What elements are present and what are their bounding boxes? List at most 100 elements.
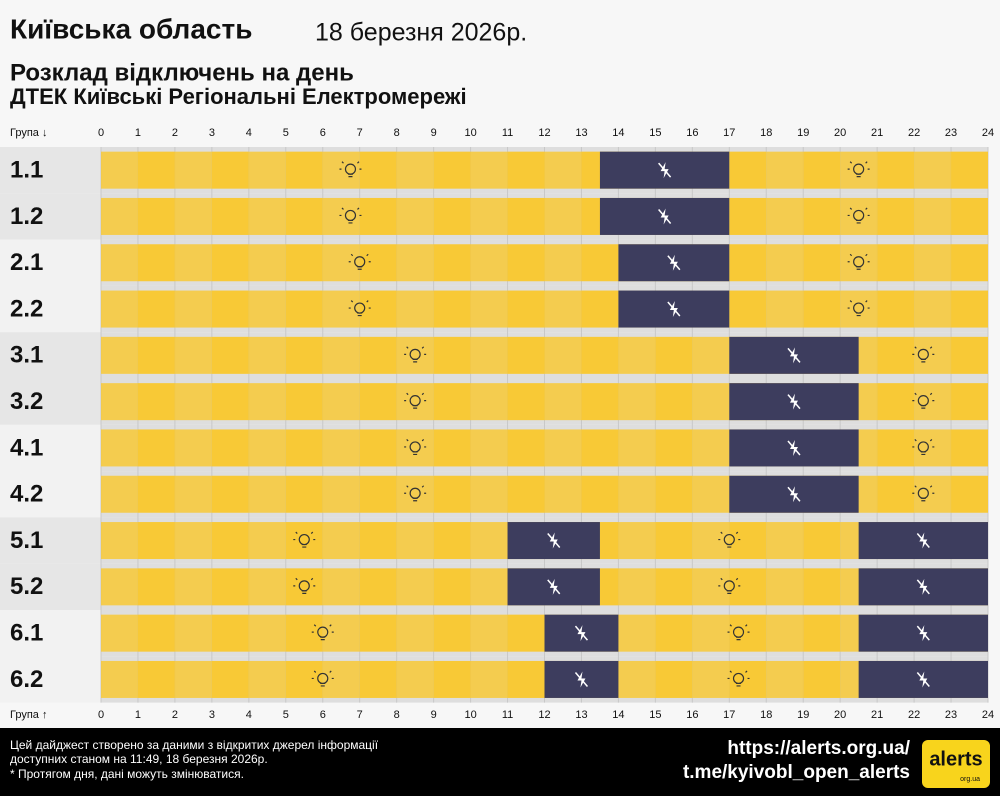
x-tick-label: 23 — [945, 709, 957, 721]
on-stripe — [803, 522, 841, 560]
on-stripe — [470, 336, 508, 374]
on-stripe — [877, 336, 915, 374]
on-stripe — [211, 151, 249, 189]
on-stripe — [396, 244, 434, 282]
on-stripe — [766, 197, 804, 235]
axis-label-bottom: Група ↑ — [10, 709, 47, 721]
on-stripe — [655, 614, 693, 652]
on-stripe — [359, 568, 397, 606]
on-stripe — [951, 197, 988, 235]
on-stripe — [285, 151, 323, 189]
on-stripe — [101, 429, 138, 467]
x-tick-label: 15 — [649, 709, 661, 721]
on-icon — [311, 670, 334, 687]
on-stripe — [766, 244, 804, 282]
on-stripe — [248, 614, 286, 652]
on-stripe — [433, 151, 471, 189]
on-stripe — [433, 290, 471, 328]
row-label: 3.1 — [10, 342, 43, 369]
on-stripe — [248, 522, 286, 560]
x-tick-label: 13 — [575, 709, 587, 721]
bulb-base — [293, 577, 316, 594]
x-tick-label: 24 — [982, 127, 994, 139]
on-stripe — [618, 660, 656, 698]
row-label-bg — [0, 378, 101, 425]
x-tick-label: 24 — [982, 709, 994, 721]
on-icon — [348, 253, 371, 270]
on-icon — [404, 392, 427, 409]
on-stripe — [951, 244, 988, 282]
x-tick-label: 11 — [502, 709, 513, 721]
on-stripe — [359, 429, 397, 467]
x-tick-label: 9 — [431, 709, 437, 721]
on-stripe — [877, 197, 915, 235]
on-stripe — [618, 383, 656, 421]
on-stripe — [211, 197, 249, 235]
on-stripe — [433, 568, 471, 606]
on-stripe — [877, 429, 915, 467]
off-icon — [658, 162, 672, 179]
off-icon — [916, 532, 930, 549]
on-stripe — [729, 568, 767, 606]
on-stripe — [137, 151, 175, 189]
x-tick-label: 8 — [394, 127, 400, 139]
on-stripe — [877, 244, 915, 282]
on-stripe — [470, 429, 508, 467]
row-label: 5.1 — [10, 527, 43, 554]
on-icon — [718, 577, 741, 594]
on-stripe — [248, 383, 286, 421]
x-tick-label: 1 — [135, 127, 141, 139]
on-stripe — [248, 336, 286, 374]
on-stripe — [544, 151, 582, 189]
on-stripe — [507, 197, 545, 235]
on-stripe — [248, 290, 286, 328]
on-stripe — [359, 475, 397, 513]
row-label: 2.1 — [10, 249, 43, 276]
on-stripe — [581, 429, 619, 467]
row-label: 3.2 — [10, 388, 43, 415]
on-stripe — [137, 244, 175, 282]
on-stripe — [618, 522, 656, 560]
on-stripe — [951, 336, 988, 374]
on-stripe — [470, 660, 508, 698]
on-stripe — [803, 244, 841, 282]
provider: ДТЕК Київські Регіональні Електромережі — [10, 84, 467, 109]
on-stripe — [951, 151, 988, 189]
footer-line: Цей дайджест створено за даними з відкри… — [10, 738, 379, 752]
link[interactable]: t.me/kyivobl_open_alerts — [683, 762, 910, 783]
row-label-bg — [0, 656, 101, 703]
x-tick-label: 7 — [357, 709, 363, 721]
on-stripe — [359, 383, 397, 421]
on-stripe — [174, 383, 212, 421]
slash — [658, 208, 672, 224]
x-tick-label: 9 — [431, 127, 437, 139]
on-stripe — [101, 197, 138, 235]
on-stripe — [803, 151, 841, 189]
on-stripe — [285, 475, 323, 513]
on-stripe — [470, 244, 508, 282]
on-stripe — [248, 151, 286, 189]
bulb-base — [727, 670, 750, 687]
on-stripe — [914, 383, 952, 421]
link[interactable]: https://alerts.org.ua/ — [727, 738, 910, 759]
on-stripe — [655, 383, 693, 421]
x-tick-label: 20 — [834, 127, 846, 139]
on-icon — [293, 531, 316, 548]
on-stripe — [655, 336, 693, 374]
x-tick-label: 21 — [871, 709, 883, 721]
on-stripe — [655, 429, 693, 467]
on-stripe — [914, 244, 952, 282]
on-stripe — [470, 475, 508, 513]
on-stripe — [396, 475, 434, 513]
on-icon — [847, 207, 870, 224]
on-icon — [404, 485, 427, 502]
row-label: 2.2 — [10, 295, 43, 322]
on-stripe — [433, 660, 471, 698]
on-stripe — [951, 290, 988, 328]
on-stripe — [174, 614, 212, 652]
on-stripe — [322, 475, 360, 513]
on-stripe — [433, 197, 471, 235]
on-stripe — [137, 429, 175, 467]
on-icon — [404, 439, 427, 456]
on-stripe — [211, 568, 249, 606]
